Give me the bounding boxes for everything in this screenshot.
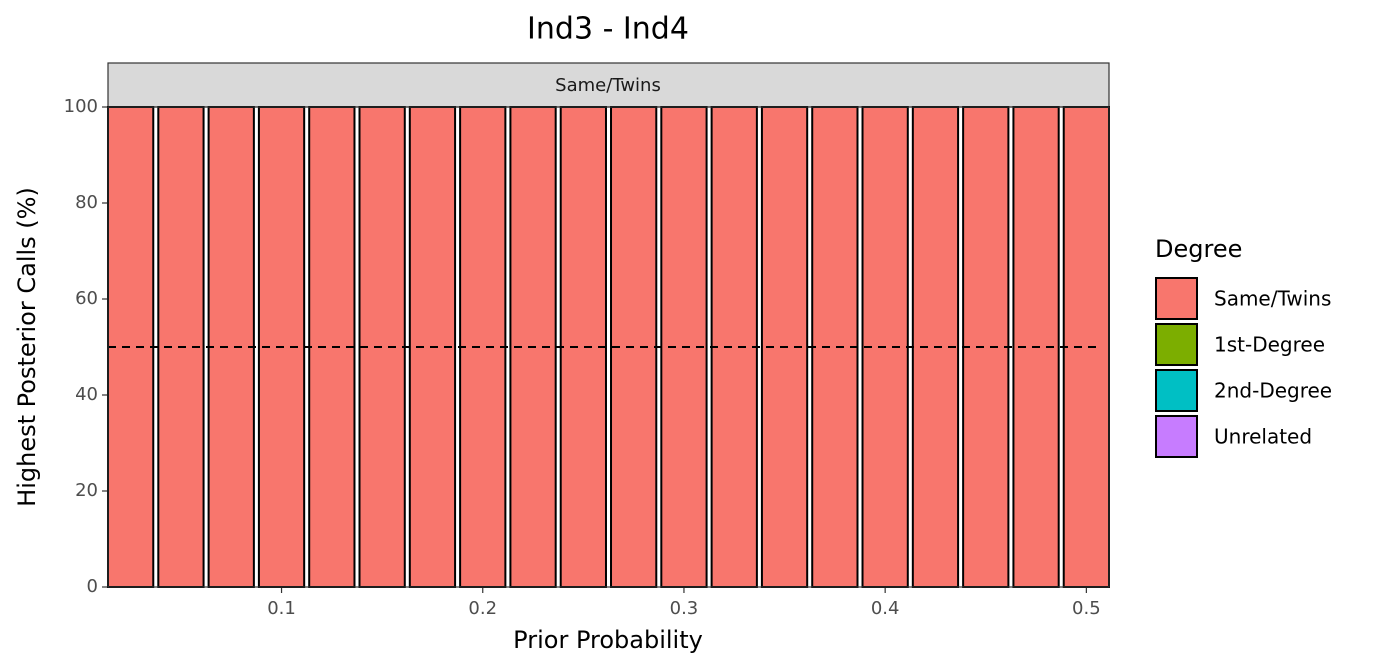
x-axis-label: Prior Probability xyxy=(513,626,703,654)
legend-key xyxy=(1155,415,1198,458)
chart-title: Ind3 - Ind4 xyxy=(527,12,689,47)
x-tick-label: 0.4 xyxy=(871,598,900,619)
y-tick-label: 60 xyxy=(75,288,98,309)
legend-key xyxy=(1155,277,1198,320)
bar-segment xyxy=(710,106,758,588)
y-tick-label: 20 xyxy=(75,480,98,501)
bar-segment xyxy=(1062,106,1110,588)
facet-strip xyxy=(107,62,1110,108)
legend-label: Same/Twins xyxy=(1214,287,1331,311)
x-tick-label: 0.1 xyxy=(267,598,296,619)
y-axis-label: Highest Posterior Calls (%) xyxy=(13,187,41,507)
bar-segment xyxy=(207,106,255,588)
y-tick-label: 0 xyxy=(87,576,98,597)
bar-segment xyxy=(962,106,1010,588)
panel-border xyxy=(107,106,1110,588)
legend-label: Unrelated xyxy=(1214,425,1312,449)
legend-key xyxy=(1155,369,1198,412)
legend-key xyxy=(1155,323,1198,366)
y-tick-label: 80 xyxy=(75,192,98,213)
x-tick-label: 0.3 xyxy=(670,598,699,619)
legend-label: 1st-Degree xyxy=(1214,333,1325,357)
strip-label: Same/Twins xyxy=(555,75,661,96)
x-tick-label: 0.2 xyxy=(468,598,497,619)
x-tick-label: 0.5 xyxy=(1072,598,1101,619)
legend-title: Degree xyxy=(1155,235,1242,263)
y-tick-label: 40 xyxy=(75,384,98,405)
legend-label: 2nd-Degree xyxy=(1214,379,1332,403)
bar-segment xyxy=(811,106,859,588)
y-tick-label: 100 xyxy=(64,96,98,117)
bar-segment xyxy=(459,106,507,588)
